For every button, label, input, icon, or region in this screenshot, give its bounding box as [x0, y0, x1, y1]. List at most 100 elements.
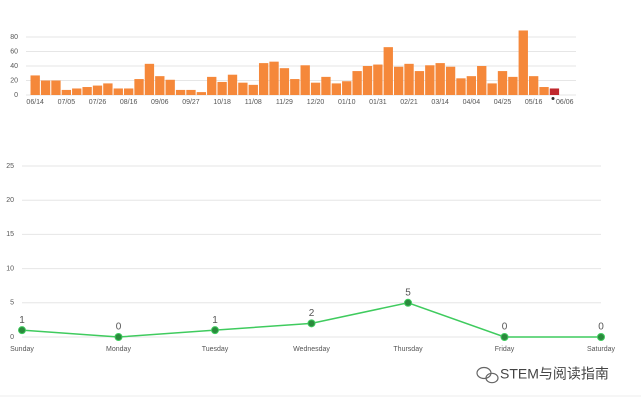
x-tick-label: 11/29	[276, 99, 293, 106]
bar	[497, 71, 508, 95]
y-tick-label: 60	[10, 48, 18, 55]
y-tick-label: 15	[6, 231, 14, 238]
bar	[310, 82, 321, 95]
bar	[435, 63, 445, 95]
x-tick-label: 07/05	[58, 99, 76, 106]
bar	[300, 65, 310, 95]
point	[597, 333, 605, 341]
bar	[352, 71, 362, 95]
bar	[362, 66, 373, 95]
x-tick-label: 02/21	[400, 99, 418, 106]
y-tick-label: 0	[10, 334, 14, 341]
bar	[113, 88, 123, 95]
bar	[217, 81, 227, 95]
bar	[549, 88, 560, 95]
bar	[487, 83, 497, 95]
data-label: 1	[19, 315, 25, 326]
bar	[456, 78, 466, 95]
bar	[508, 76, 518, 95]
point	[18, 326, 26, 335]
bar	[61, 89, 72, 95]
bar	[290, 79, 300, 95]
bar	[134, 79, 144, 95]
watermark: STEM与阅读指南	[500, 366, 609, 382]
x-tick-label: Friday	[495, 346, 515, 353]
bar	[196, 92, 207, 95]
y-tick-label: 25	[6, 163, 14, 170]
bar	[258, 63, 269, 95]
x-tick-label: 04/04	[463, 99, 481, 106]
x-tick-label: 10/18	[213, 99, 231, 106]
point	[500, 333, 509, 341]
bar	[477, 66, 487, 95]
bar	[165, 79, 175, 95]
x-tick-label: Tuesday	[202, 346, 229, 353]
x-tick-label: Saturday	[587, 346, 616, 353]
data-label: 2	[309, 308, 315, 319]
bar	[207, 76, 217, 95]
bar	[123, 88, 134, 95]
x-tick-label: 08/16	[120, 99, 138, 106]
point	[404, 298, 412, 307]
x-tick-label: 09/06	[151, 99, 169, 106]
bar	[383, 47, 393, 95]
data-label: 0	[116, 322, 122, 333]
bar	[92, 85, 103, 95]
data-label: 5	[405, 287, 411, 298]
bar	[248, 84, 258, 95]
bar	[528, 76, 539, 95]
x-tick-label: Sunday	[10, 346, 34, 353]
x-tick-label: 06/14	[26, 99, 44, 106]
bar	[404, 63, 414, 95]
bar	[539, 87, 549, 95]
bar	[414, 71, 425, 95]
bar	[466, 76, 477, 95]
data-label: 0	[502, 322, 508, 333]
point	[211, 326, 219, 335]
bar	[51, 80, 61, 95]
bar	[40, 80, 51, 95]
y-tick-label: 40	[10, 63, 18, 70]
data-label: 1	[212, 315, 218, 326]
bar	[175, 89, 186, 95]
bar	[279, 68, 290, 95]
y-tick-label: 80	[10, 34, 18, 41]
bar	[518, 30, 528, 96]
bar	[342, 81, 352, 95]
y-tick-label: 20	[6, 197, 14, 204]
y-tick-label: 0	[14, 92, 18, 99]
bar	[393, 66, 404, 95]
bar	[30, 75, 40, 95]
bar	[103, 83, 113, 95]
point	[307, 319, 316, 328]
current-dot	[551, 97, 555, 100]
y-tick-label: 20	[10, 77, 18, 84]
data-label: 0	[598, 322, 604, 333]
bar	[373, 64, 383, 95]
x-tick-label: 03/14	[431, 99, 449, 106]
bar	[331, 83, 342, 95]
bar	[269, 61, 279, 95]
bar	[425, 65, 435, 95]
x-tick-label: 04/25	[494, 99, 512, 106]
x-tick-label: Monday	[106, 346, 131, 353]
x-tick-label: 01/10	[338, 99, 356, 106]
bar	[72, 88, 82, 95]
x-tick-label: 06/06	[556, 99, 574, 106]
bar	[445, 66, 456, 95]
bar	[238, 82, 248, 95]
bar	[155, 76, 165, 95]
x-tick-label: 11/08	[245, 99, 262, 106]
x-tick-label: 05/16	[525, 99, 543, 106]
y-tick-label: 10	[6, 265, 14, 272]
x-tick-label: 07/26	[89, 99, 107, 106]
wechat-icon	[476, 366, 499, 384]
bar	[82, 87, 92, 95]
x-tick-label: Wednesday	[293, 346, 330, 353]
bar	[144, 63, 155, 95]
x-tick-label: Thursday	[393, 346, 423, 353]
x-tick-label: 09/27	[182, 99, 200, 106]
y-tick-label: 5	[10, 300, 14, 307]
bar	[186, 89, 196, 95]
